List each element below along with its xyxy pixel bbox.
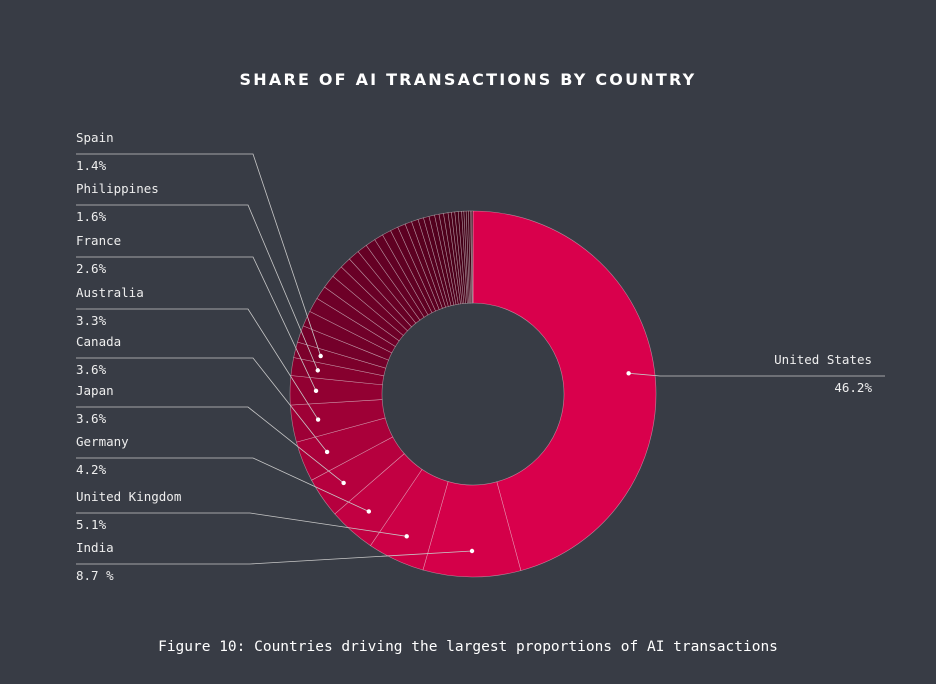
leader-line-united-states [628,372,885,377]
slice-germany [334,453,423,546]
figure-caption: Figure 10: Countries driving the largest… [158,639,778,655]
label-india: India [76,540,114,555]
value-india: 8.7 % [76,568,114,583]
leader-line-japan [76,406,344,484]
slice-other-10 [365,239,425,321]
slice-other-18 [423,216,452,307]
slice-other-11 [374,234,429,318]
slice-united-states [472,210,657,571]
slices-group [289,210,657,578]
label-united-states: United States [774,352,872,367]
label-japan: Japan [76,383,114,398]
label-australia: Australia [76,285,144,300]
value-spain: 1.4% [76,158,107,173]
slice-other-24 [451,211,465,304]
leader-dot-germany [366,509,372,514]
slice-other-2 [302,310,393,361]
leader-dot-philippines [315,368,320,373]
leader-line-spain [76,153,322,357]
leader-line-france [76,256,317,391]
slice-india [422,481,522,578]
slice-france [289,375,383,406]
slice-other-6 [332,266,408,336]
label-france: France [76,233,121,248]
leader-line-canada [76,357,328,453]
value-australia: 3.3% [76,313,107,328]
slice-other-9 [357,244,421,324]
labels-group: United States 46.2% Spain 1.4% Philippines 1.… [76,130,885,583]
slice-other-1 [297,325,389,369]
slice-other-19 [428,214,455,307]
value-canada: 3.6% [76,362,107,377]
chart-title: SHARE OF AI TRANSACTIONS BY COUNTRY [239,70,697,89]
slice-other-22 [443,212,461,305]
slice-other-3 [309,298,396,354]
leader-line-india [76,550,473,565]
leader-dot-spain [318,353,323,359]
label-spain: Spain [76,130,114,145]
slice-other-4 [316,286,400,347]
label-germany: Germany [76,434,129,449]
label-united-kingdom: United Kingdom [76,489,181,504]
slice-other-32 [471,210,474,304]
leader-dot-france [313,388,319,394]
slice-australia [290,399,386,443]
slice-other-17 [417,217,449,308]
leader-line-philippines [76,204,319,371]
label-philippines: Philippines [76,181,159,196]
leader-dot-united-kingdom [404,534,409,539]
value-france: 2.6% [76,261,107,276]
value-philippines: 1.6% [76,209,107,224]
slice-other-23 [447,211,463,305]
slice-other-27 [461,210,469,304]
leader-dot-australia [315,417,321,422]
leader-line-united-kingdom [76,512,407,537]
leader-dot-united-states [626,371,631,376]
slice-other-5 [324,275,404,342]
leader-line-australia [76,308,319,420]
value-japan: 3.6% [76,411,107,426]
slice-other-31 [470,210,473,304]
leader-dot-japan [341,480,346,486]
leader-dot-canada [324,449,330,455]
slice-other-28 [463,210,470,304]
value-united-states: 46.2% [834,380,872,395]
slice-other-7 [340,258,412,332]
value-germany: 4.2% [76,462,107,477]
slice-other-8 [349,251,417,328]
slice-other-25 [454,211,466,304]
slice-other-14 [397,223,440,312]
slice-philippines [290,357,385,386]
value-united-kingdom: 5.1% [76,517,107,532]
slice-united-kingdom [370,468,449,571]
leader-dot-india [469,548,475,554]
leader-line-germany [76,457,370,512]
label-canada: Canada [76,334,121,349]
